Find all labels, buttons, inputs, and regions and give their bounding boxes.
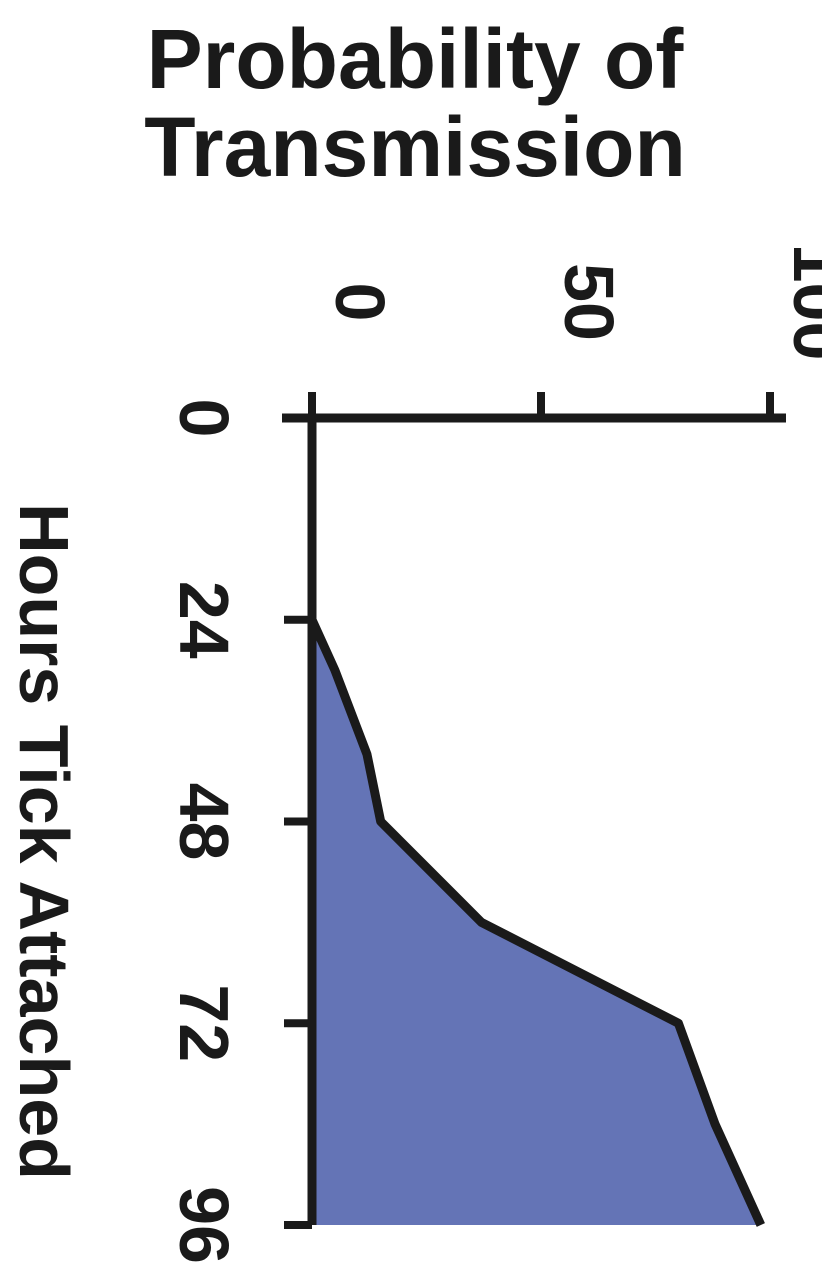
time-tick-label: 48 <box>165 783 243 861</box>
x-axis-label: Hours Tick Attached <box>5 503 83 1180</box>
value-ticks: 0 50 100 <box>308 244 822 418</box>
series-area <box>312 418 761 1225</box>
time-tick-label: 0 <box>165 399 243 438</box>
chart-title-line-2: Transmission <box>144 100 686 194</box>
time-ticks: 0 24 48 72 96 <box>165 399 312 1264</box>
value-tick-label: 50 <box>550 263 628 341</box>
value-tick-label: 100 <box>779 244 822 361</box>
chart-title-line-1: Probability of <box>147 12 685 106</box>
time-tick-label: 96 <box>165 1186 243 1264</box>
time-tick-label: 24 <box>165 581 243 659</box>
value-tick-label: 0 <box>321 283 399 322</box>
plot-area: 0 50 100 0 24 48 72 96 <box>165 244 822 1264</box>
series-line <box>307 418 765 1227</box>
time-tick-label: 72 <box>165 984 243 1062</box>
